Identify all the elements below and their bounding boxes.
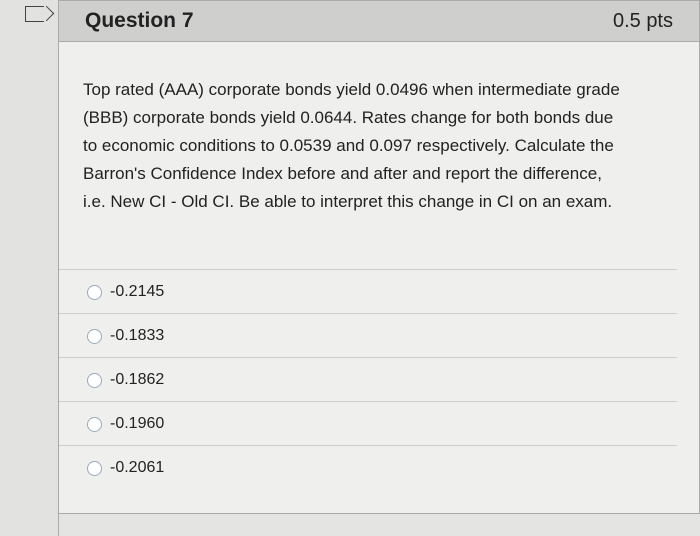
- radio-button[interactable]: [87, 328, 102, 344]
- answer-option[interactable]: -0.2145: [59, 269, 677, 314]
- answer-option[interactable]: -0.2061: [59, 445, 677, 490]
- question-points: 0.5 pts: [612, 9, 673, 32]
- radio-button[interactable]: [87, 284, 102, 300]
- question-title: Question 7: [85, 9, 194, 32]
- option-label: -0.1960: [110, 415, 165, 432]
- question-header: Question 7 0.5 pts: [59, 1, 699, 42]
- option-label: -0.1833: [110, 327, 165, 344]
- question-card: Question 7 0.5 pts Top rated (AAA) corpo…: [58, 0, 700, 514]
- answer-option[interactable]: -0.1862: [59, 357, 677, 402]
- radio-button[interactable]: [87, 372, 102, 388]
- flag-icon[interactable]: [25, 6, 44, 22]
- option-label: -0.2145: [110, 283, 165, 300]
- answer-option[interactable]: -0.1833: [59, 313, 677, 358]
- radio-button[interactable]: [87, 460, 102, 476]
- answer-option[interactable]: -0.1960: [59, 401, 677, 446]
- question-text: Top rated (AAA) corporate bonds yield 0.…: [83, 80, 620, 211]
- option-label: -0.1862: [110, 371, 165, 388]
- radio-button[interactable]: [87, 416, 102, 432]
- left-gutter: [0, 0, 59, 536]
- option-label: -0.2061: [110, 459, 165, 476]
